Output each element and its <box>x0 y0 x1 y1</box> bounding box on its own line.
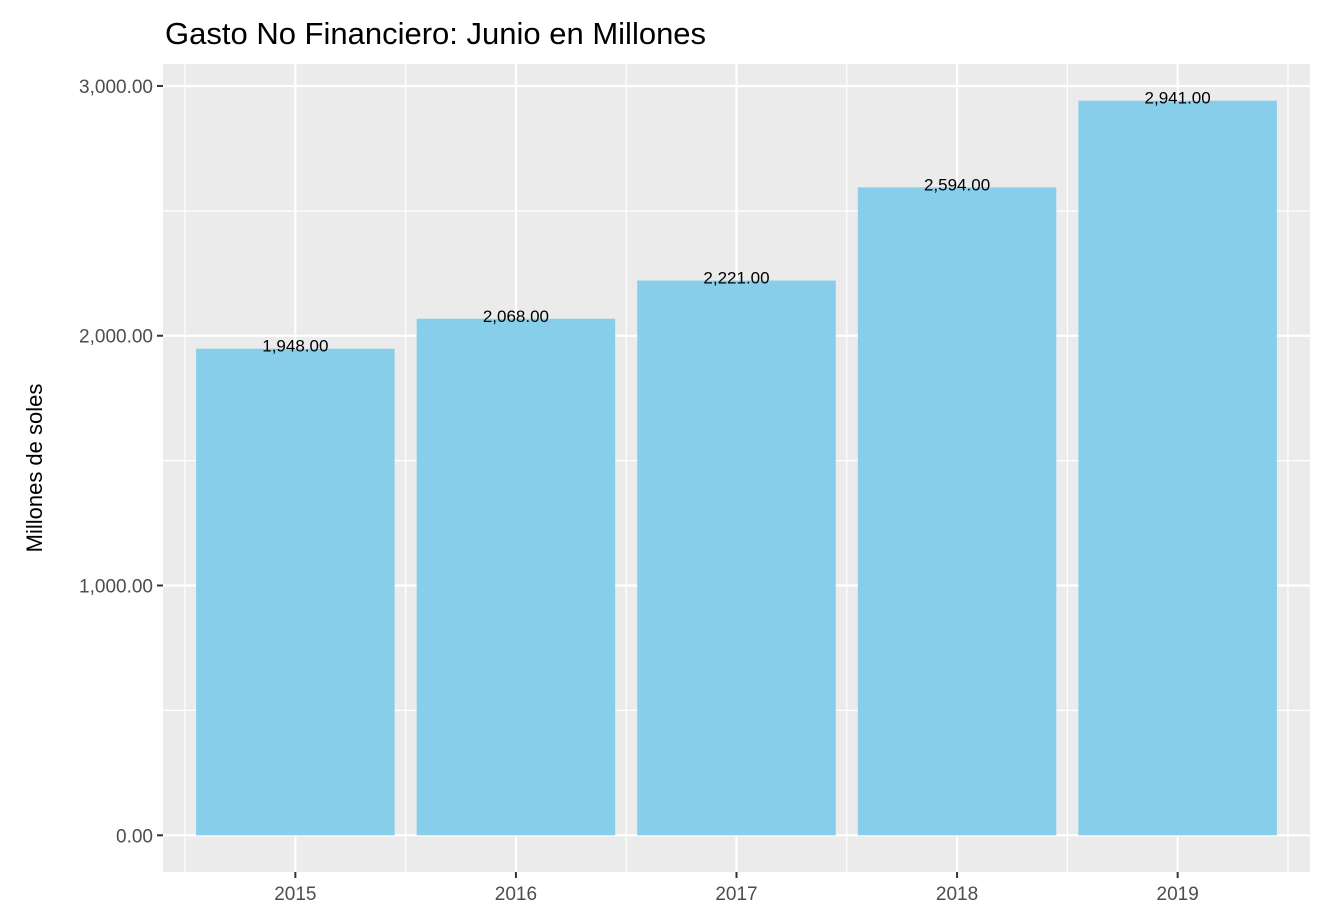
chart-title: Gasto No Financiero: Junio en Millones <box>165 16 706 51</box>
data-label-2016: 2,068.00 <box>483 307 549 326</box>
y-tick-label: 1,000.00 <box>79 577 153 598</box>
bar-2016 <box>416 318 616 836</box>
bar-2018 <box>857 187 1057 836</box>
data-label-2019: 2,941.00 <box>1145 89 1211 108</box>
bars <box>196 100 1277 836</box>
x-tick-label: 2017 <box>715 884 757 905</box>
y-tick-label: 2,000.00 <box>79 327 153 348</box>
bar-2015 <box>196 348 395 836</box>
x-tick-label: 2018 <box>936 884 978 905</box>
x-tick-label: 2015 <box>274 884 316 905</box>
data-labels: 1,948.00 2,068.00 2,221.00 2,594.00 2,941.00 <box>262 89 1210 356</box>
bar-2017 <box>637 280 836 836</box>
x-axis: 2015 2016 2017 2018 2019 <box>274 872 1199 905</box>
y-tick-label: 3,000.00 <box>79 77 153 98</box>
data-label-2017: 2,221.00 <box>703 269 769 288</box>
x-tick-label: 2019 <box>1157 884 1199 905</box>
y-tick-label: 0.00 <box>116 826 153 847</box>
y-axis: 0.00 1,000.00 2,000.00 3,000.00 <box>79 77 163 847</box>
data-label-2018: 2,594.00 <box>924 175 990 194</box>
y-axis-title: Millones de soles <box>22 384 47 553</box>
data-label-2015: 1,948.00 <box>262 337 328 356</box>
bar-2019 <box>1078 100 1277 836</box>
x-tick-label: 2016 <box>495 884 537 905</box>
